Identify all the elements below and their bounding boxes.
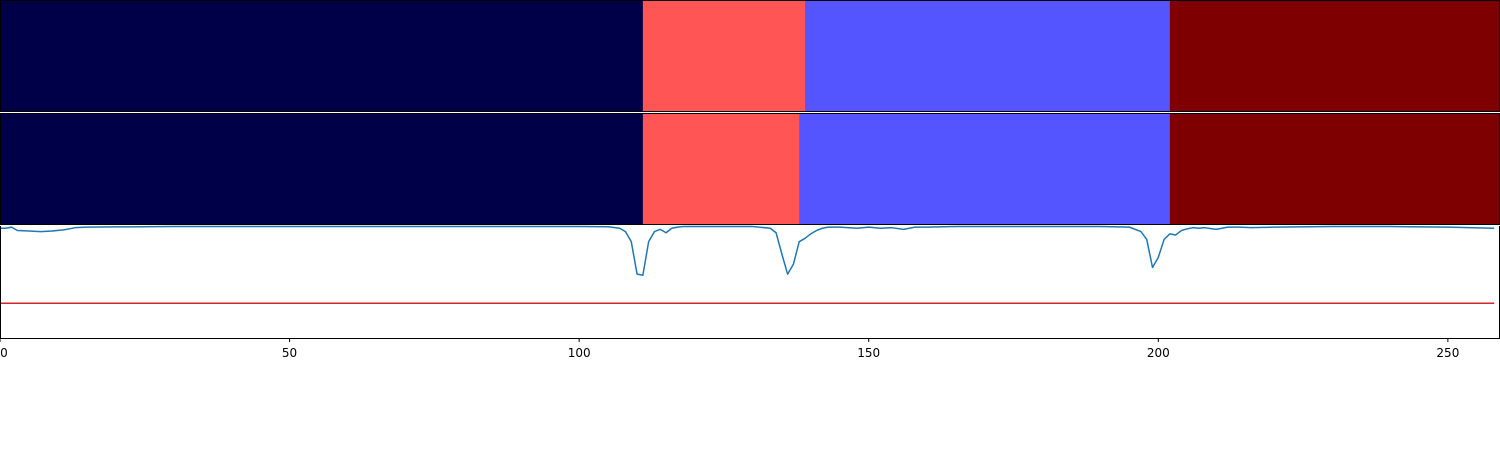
series-line [0, 225, 1495, 277]
heatmap-segment-2-3 [799, 113, 1171, 225]
x-axis: 0 50 100 150 200 250 [0, 338, 1459, 360]
heatmap-segment-2-2 [642, 113, 800, 225]
heatmap-segment-1-1 [0, 0, 644, 112]
line-plot-panel [0, 225, 1500, 339]
x-tick-label-50: 50 [282, 346, 297, 360]
x-tick-label-0: 0 [0, 346, 8, 360]
heatmap-top [0, 0, 1500, 112]
x-tick-label-200: 200 [1147, 346, 1170, 360]
x-tick-label-100: 100 [568, 346, 591, 360]
heatmap-segment-1-3 [805, 0, 1171, 112]
x-tick-label-250: 250 [1436, 346, 1459, 360]
line-panel-background [0, 226, 1500, 338]
x-tick-label-150: 150 [857, 346, 880, 360]
heatmap-segment-1-2 [642, 0, 806, 112]
heatmap-segment-1-4 [1169, 0, 1500, 112]
heatmap-segment-2-1 [0, 113, 644, 225]
heatmap-segment-2-4 [1169, 113, 1500, 225]
heatmap-bottom [0, 113, 1500, 225]
